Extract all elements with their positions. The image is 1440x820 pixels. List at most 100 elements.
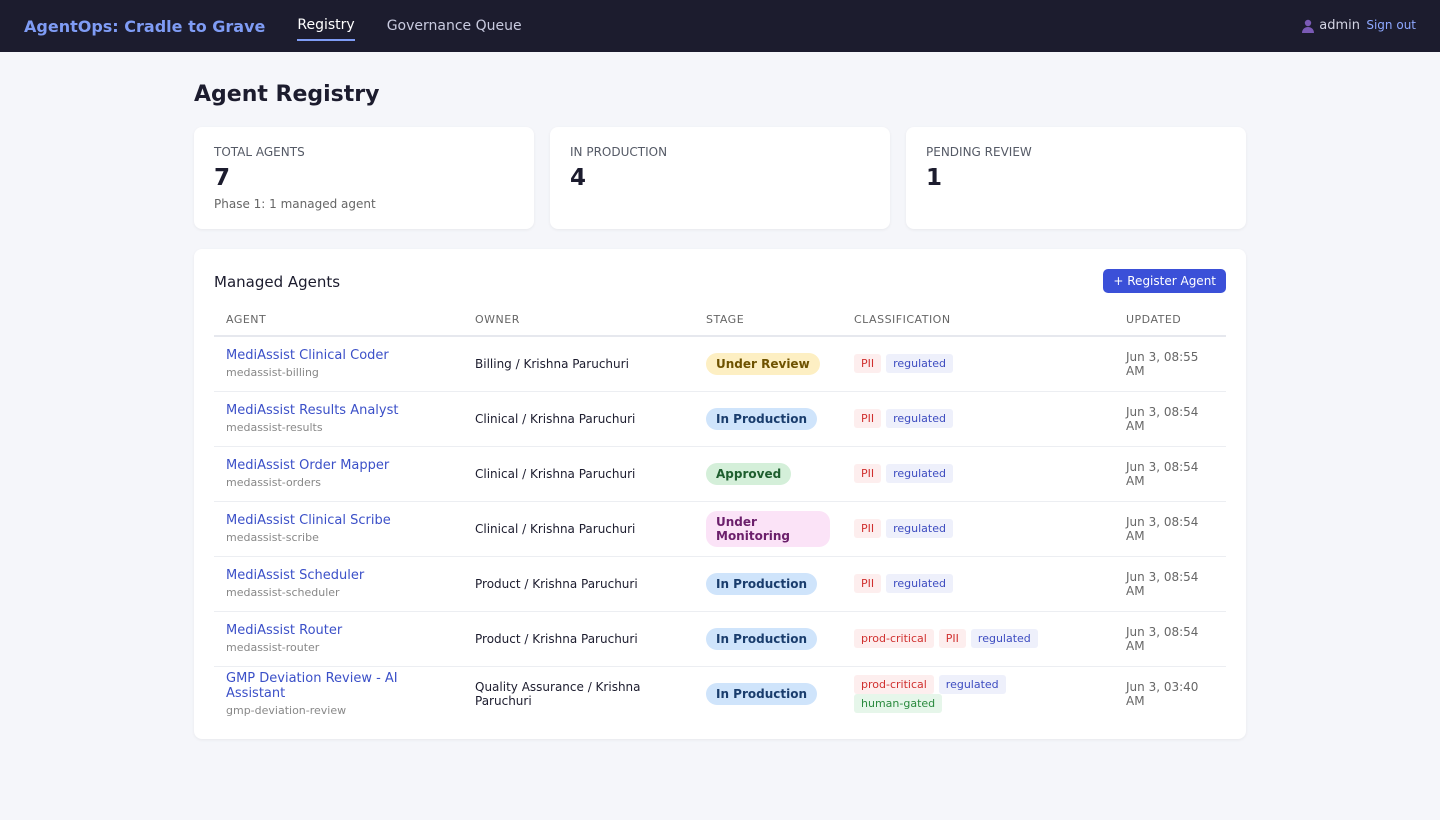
stat-label: TOTAL AGENTS [214,145,305,159]
stage-badge: In Production [706,682,818,705]
stat-value: 1 [926,165,943,191]
main: Agent Registry TOTAL AGENTS 7 Phase 1: 1 m… [194,52,1246,739]
agent-cell: MediAssist Clinical Coder medassist-billi… [214,336,463,392]
agent-row: GMP Deviation Review - AI Assistant gmp-d… [214,666,1226,721]
classification-cell: PII regulated [842,501,1114,557]
navbar: AgentOps: Cradle to Grave Registry Gover… [0,0,1440,52]
stat-card: TOTAL AGENTS 7 Phase 1: 1 managed agent [194,127,534,229]
stage-badge: Approved [706,462,792,485]
agent-link[interactable]: MediAssist Results Analyst [226,403,399,418]
stage-badge: In Production [706,572,818,595]
stat-value: 4 [570,165,587,191]
updated-cell: Jun 3, 08:54 AM [1114,611,1226,667]
owner-cell: Clinical / Krishna Paruchuri [463,446,694,502]
agent-row: MediAssist Router medassist-router Product… [214,611,1226,667]
agent-link[interactable]: MediAssist Scheduler [226,568,365,583]
card-title: Managed Agents [214,273,341,291]
username: admin [1319,18,1360,33]
agent-id: medassist-scribe [226,531,319,544]
updated-cell: Jun 3, 08:54 AM [1114,501,1226,557]
updated-cell: Jun 3, 08:54 AM [1114,391,1226,447]
classification-cell: prod-critical PII regulated [842,611,1114,667]
stat-label: PENDING REVIEW [926,145,1032,159]
stage-cell: In Production [694,391,842,447]
agent-row: MediAssist Order Mapper medassist-orders C… [214,446,1226,502]
agent-id: medassist-scheduler [226,586,340,599]
nav-link[interactable]: Governance Queue [386,18,522,34]
stage-badge: Under Review [706,352,820,375]
register-button[interactable]: + Register Agent [1103,269,1226,293]
stage-badge: In Production [706,407,818,430]
stage-cell: In Production [694,666,842,721]
agent-link[interactable]: MediAssist Router [226,623,343,638]
updated-cell: Jun 3, 08:55 AM [1114,336,1226,392]
tag: PII [938,629,966,648]
agent-id: medassist-orders [226,476,322,489]
tag: regulated [886,409,953,428]
nav-link[interactable]: Registry [297,11,355,41]
stage-badge: In Production [706,627,818,650]
tag: regulated [886,574,953,593]
classification-cell: PII regulated [842,446,1114,502]
user: admin [1301,18,1360,33]
agent-id: medassist-results [226,421,323,434]
stage-cell: Under Review [694,336,842,392]
updated-cell: Jun 3, 08:54 AM [1114,556,1226,612]
table-body: MediAssist Clinical Coder medassist-billi… [214,336,1226,721]
stage-badge: Under Monitoring [706,510,830,547]
agent-link[interactable]: MediAssist Clinical Coder [226,348,389,364]
stats: TOTAL AGENTS 7 Phase 1: 1 managed agent IN … [194,127,1246,229]
agent-cell: GMP Deviation Review - AI Assistant gmp-d… [214,666,463,721]
tag: PII [854,354,882,374]
stat-label: IN PRODUCTION [570,145,668,159]
agent-cell: MediAssist Clinical Scribe medassist-scri… [214,501,463,557]
tag: PII [854,574,882,593]
classification-cell: PII regulated [842,336,1114,392]
owner-cell: Product / Krishna Paruchuri [463,556,694,612]
owner-cell: Product / Krishna Paruchuri [463,611,694,667]
agent-row: MediAssist Results Analyst medassist-resu… [214,391,1226,447]
owner-cell: Clinical / Krishna Paruchuri [463,391,694,447]
agent-link[interactable]: GMP Deviation Review - AI Assistant [226,670,398,701]
user-icon [1302,19,1315,33]
agent-id: gmp-deviation-review [226,703,347,717]
agent-link[interactable]: MediAssist Order Mapper [226,458,390,473]
column-header: UPDATED [1114,313,1226,337]
stage-cell: In Production [694,556,842,612]
owner-cell: Quality Assurance / Krishna Paruchuri [475,679,641,708]
agent-row: MediAssist Clinical Scribe medassist-scri… [214,501,1226,557]
classification-cell: PII regulated [842,391,1114,447]
page-title: Agent Registry [194,82,380,107]
agent-id: medassist-billing [226,366,319,380]
agent-cell: MediAssist Results Analyst medassist-resu… [214,391,463,447]
tag: regulated [886,464,953,483]
agent-cell: MediAssist Scheduler medassist-scheduler [214,556,463,612]
tag: prod-critical [854,629,934,648]
classification-cell: prod-critical regulatedhuman-gated [842,666,1114,721]
tag: regulated [886,354,953,374]
tag: prod-critical [854,674,934,694]
updated-cell: Jun 3, 03:40 AM [1126,679,1199,708]
tag: regulated [886,519,953,538]
stat-card: PENDING REVIEW 1 [906,127,1246,229]
agent-id: medassist-router [226,641,320,654]
agents-table: AGENT OWNER STAGE CLASSIFICATION UPDATED Med… [214,313,1226,721]
tag: regulated [970,629,1038,648]
classification-cell: PII regulated [842,556,1114,612]
agent-link[interactable]: MediAssist Clinical Scribe [226,513,391,528]
header-row: AGENT OWNER STAGE CLASSIFICATION UPDATED [214,313,1226,337]
sign-out[interactable]: Sign out [1366,18,1416,32]
agents-card: Managed Agents + Register Agent AGENT OWN… [194,249,1246,739]
agent-cell: MediAssist Order Mapper medassist-orders [214,446,463,502]
column-header: CLASSIFICATION [842,313,1114,337]
tag: PII [854,464,882,483]
agent-row: MediAssist Clinical Coder medassist-billi… [214,336,1226,392]
column-header: STAGE [694,313,842,337]
stage-cell: Under Monitoring [694,501,842,557]
agent-row: MediAssist Scheduler medassist-scheduler P… [214,556,1226,612]
tag: human-gated [854,693,943,713]
tag: PII [854,519,882,538]
brand: AgentOps: Cradle to Grave [24,16,266,36]
